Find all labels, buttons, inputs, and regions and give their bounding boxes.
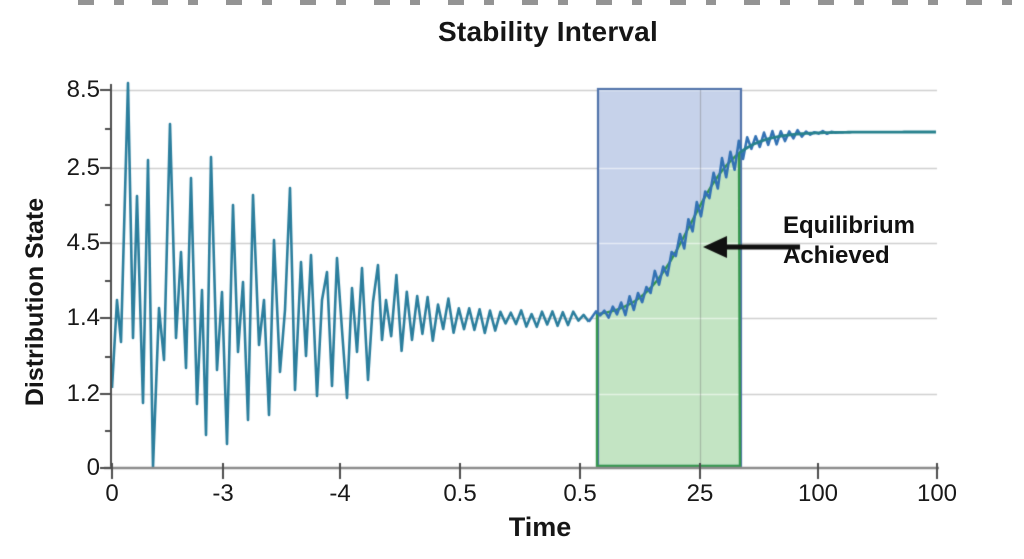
annotation-line-1: Equilibrium [783,212,915,239]
x-tick-label: -4 [329,480,351,507]
x-tick-label: 0.5 [443,480,477,507]
y-tick-label: 4.5 [66,229,100,256]
y-tick-label: 1.4 [66,304,100,331]
x-tick-label: 25 [686,480,714,507]
annotation-line-2: Achieved [783,242,890,269]
x-tick-label: 100 [916,480,958,507]
y-tick-label: 1.2 [66,380,100,407]
annotation-equilibrium-achieved: Equilibrium Achieved [783,211,915,271]
x-tick-label: 100 [797,480,839,507]
x-tick-label: -3 [212,480,234,507]
chart-title: Stability Interval [438,16,658,47]
y-tick-label: 2.5 [66,154,100,181]
y-axis-label: Distribution State [21,197,49,407]
x-tick-label: 0.5 [563,480,597,507]
y-tick-label: 0 [86,454,100,481]
x-tick-label: 0 [105,480,119,507]
x-axis-label: Time [508,512,572,542]
y-tick-label: 8.5 [66,76,100,103]
